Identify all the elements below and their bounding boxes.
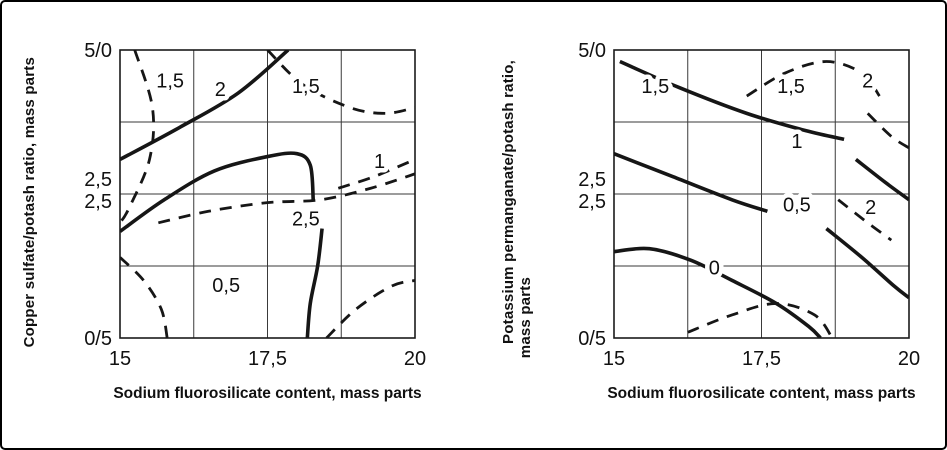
plot-border [613,49,910,339]
contour-line-dashed [120,50,156,224]
contour-line-solid [614,246,822,338]
contour-line-dashed [866,112,909,150]
contour-label: 0,5 [212,275,240,297]
contour-line-dashed [746,60,881,98]
x-tick-label: 15 [109,348,131,370]
contour-label: 1 [791,131,802,153]
contour-line-dashed [158,172,415,225]
y-tick-label: 2,5 [578,191,606,213]
contour-label: 0 [709,258,720,280]
right-contour-plot: 1,5 1,5 210,5 205/02,52,50/515 17,5 20Sodium … [578,40,920,402]
contour-label: 1,5 [156,70,184,92]
contour-label: 1 [374,151,385,173]
y-axis-title-line: Potassium permanganate/potash ratio, [500,60,517,344]
contour-line-dashed [687,302,834,338]
contour-line-solid [305,228,324,338]
y-tick-label: 2,5 [84,191,112,213]
left-contour-panel: Copper sulfate/potash ratio, mass parts … [8,32,430,436]
contour-label: 1,5 [641,76,669,98]
contour-line-dashed [837,198,893,242]
x-tick-label: 17,5 [248,348,287,370]
contour-line-dashed [325,279,415,338]
y-tick-label: 5/0 [578,40,606,62]
right-contour-panel: Potassium permanganate/potash ratio, mass… [490,32,924,436]
x-tick-label: 17,5 [742,348,781,370]
contour-label: 2 [865,197,876,219]
contour-label: 1,5 [292,76,320,98]
x-tick-label: 20 [898,348,920,370]
contour-line-solid [120,50,290,162]
contour-label: 2,5 [292,209,320,231]
y-tick-label: 5/0 [84,40,112,62]
contour-line-dashed [337,158,415,190]
y-tick-label: 2,5 [84,169,112,191]
contour-line-solid [120,151,316,233]
left-contour-plot: 1,5 2 1,512,50,55/02,52,50/515 17,5 20Sodium… [84,40,426,402]
contour-line-solid [619,59,845,142]
right-y-axis-title: Potassium permanganate/potash ratio, mass… [490,32,544,372]
contour-line-solid [854,158,909,202]
y-tick-label: 0/5 [578,328,606,350]
x-tick-label: 15 [603,348,625,370]
contour-line-dashed [266,50,415,115]
left-y-axis-title: Copper sulfate/potash ratio, mass parts [8,32,50,372]
x-axis-title: Sodium fluorosilicate content, mass part… [113,385,421,402]
y-axis-title-line: Copper sulfate/potash ratio, mass parts [20,56,38,348]
contour-label: 2 [862,70,873,92]
contour-line-solid [614,152,768,213]
contour-label: 2 [215,79,226,101]
x-tick-label: 20 [404,348,426,370]
y-axis-title-line: mass parts [517,276,534,358]
y-tick-label: 2,5 [578,169,606,191]
contour-label: 1,5 [777,76,805,98]
contour-label: 0,5 [783,194,811,216]
x-axis-title: Sodium fluorosilicate content, mass part… [607,385,915,402]
y-tick-label: 0/5 [84,328,112,350]
contour-line-solid [825,227,909,300]
contour-line-dashed [120,256,169,338]
